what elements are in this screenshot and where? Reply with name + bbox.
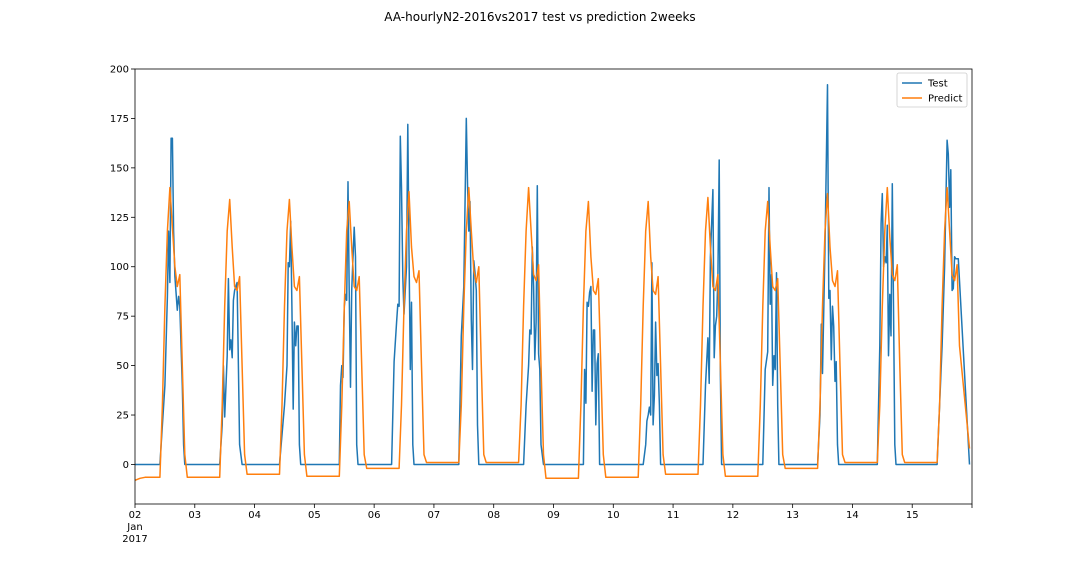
x-tick-label: 12	[726, 510, 739, 521]
x-tick-label: 14	[846, 510, 859, 521]
x-tick-label: 06	[368, 510, 381, 521]
y-tick-label: 100	[110, 262, 129, 273]
y-tick-label: 75	[116, 312, 129, 323]
x-tick-label: 02	[129, 510, 142, 521]
x-tick-label: 04	[248, 510, 261, 521]
series-layer	[134, 84, 971, 481]
y-tick-label: 50	[116, 361, 129, 372]
legend-label-predict: Predict	[928, 94, 963, 105]
y-tick-label: 0	[123, 460, 129, 471]
legend-label-test: Test	[927, 79, 948, 90]
y-tick-label: 200	[110, 65, 129, 76]
x-tick-label: 03	[188, 510, 201, 521]
x-tick-label: 15	[906, 510, 919, 521]
x-tick-label: 13	[786, 510, 799, 521]
y-tick-label: 25	[116, 411, 129, 422]
x-tick-label: 07	[428, 510, 441, 521]
chart-title: AA-hourlyN2-2016vs2017 test vs predictio…	[384, 10, 696, 24]
legend: Test Predict	[896, 72, 968, 108]
y-tick-label: 175	[110, 114, 129, 125]
x-tick-label: 10	[607, 510, 620, 521]
x-tick-label: 05	[308, 510, 321, 521]
plot-area	[135, 69, 972, 504]
x-tick-sublabel: Jan	[126, 522, 142, 533]
x-tick-sublabel: 2017	[122, 534, 147, 545]
series-line-predict	[134, 186, 971, 481]
y-tick-label: 150	[110, 163, 129, 174]
x-tick-label: 08	[487, 510, 500, 521]
y-tick-label: 125	[110, 213, 129, 224]
x-tick-label: 11	[667, 510, 680, 521]
x-tick-label: 09	[547, 510, 560, 521]
